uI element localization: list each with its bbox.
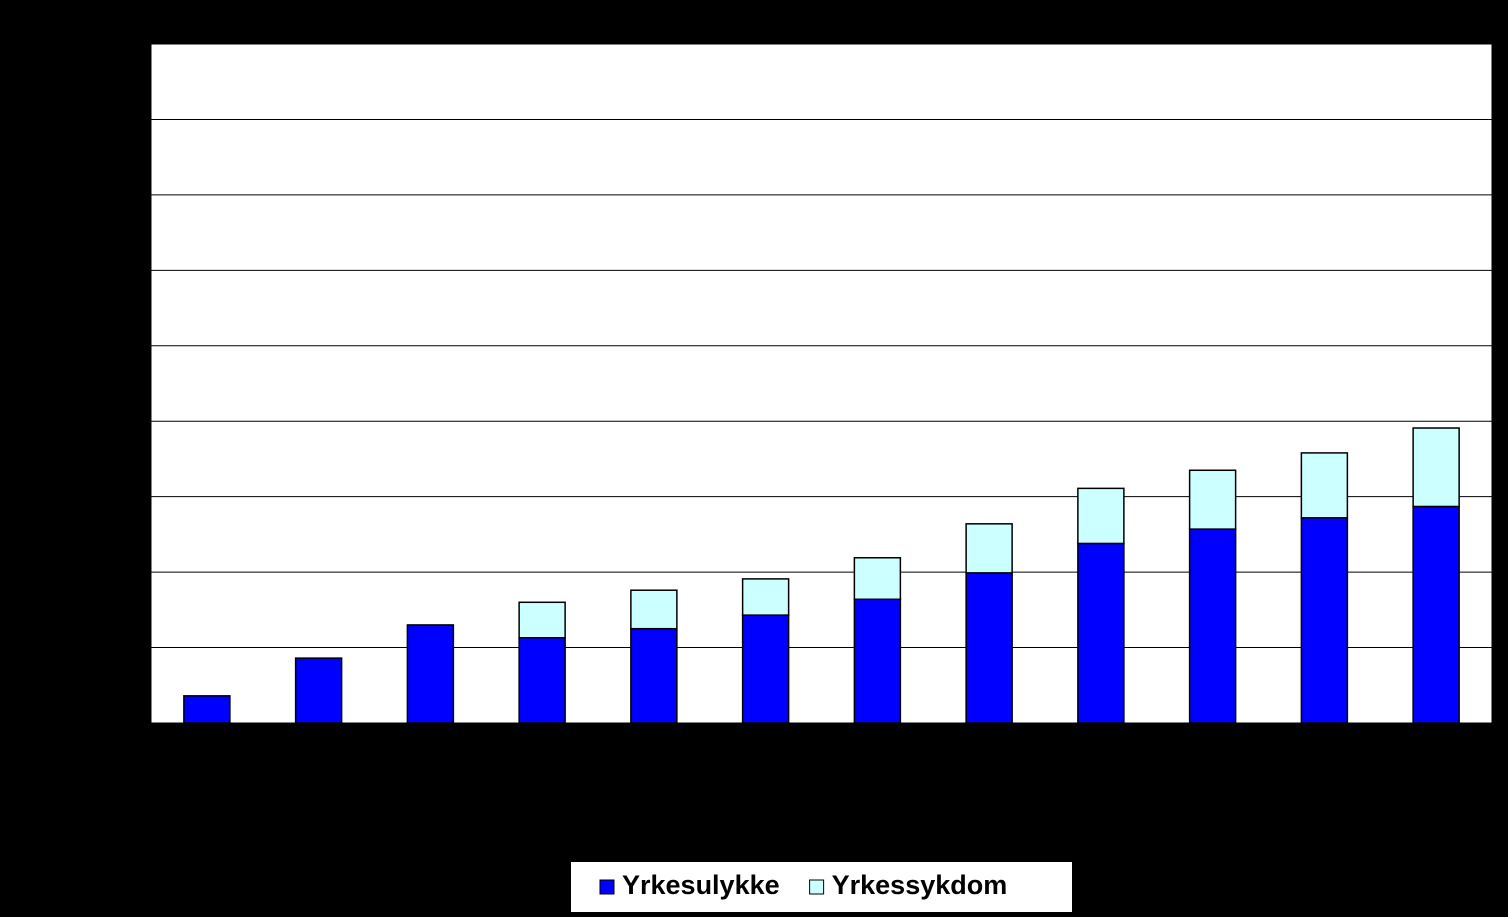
bar-segment <box>1300 452 1349 519</box>
legend-label: Yrkesulykke <box>622 870 780 900</box>
bar-segment <box>518 601 566 639</box>
legend-label: Yrkessykdom <box>832 870 1008 900</box>
bar-segment <box>741 578 790 616</box>
bar-segment <box>1412 505 1460 724</box>
plot-area <box>150 43 1493 724</box>
bar-segment <box>965 572 1013 724</box>
bar-segment <box>1188 528 1237 724</box>
legend-swatch <box>599 879 615 895</box>
bar-segment <box>630 627 678 724</box>
bar-segment <box>294 657 343 724</box>
legend-swatch <box>809 879 825 895</box>
bar-segment <box>1188 469 1237 530</box>
bar-segment <box>630 589 678 630</box>
bar-segment <box>853 557 902 601</box>
bar-segment <box>518 636 566 724</box>
bar-segment <box>406 624 455 724</box>
bar-segment <box>1412 427 1460 508</box>
bar-segment <box>1077 487 1125 545</box>
bar-segment <box>183 695 231 724</box>
bar-segment <box>1077 542 1125 724</box>
bar-segment <box>853 598 902 724</box>
bar-segment <box>741 614 790 724</box>
bar-segment <box>1300 517 1349 724</box>
bar-segment <box>965 523 1013 574</box>
